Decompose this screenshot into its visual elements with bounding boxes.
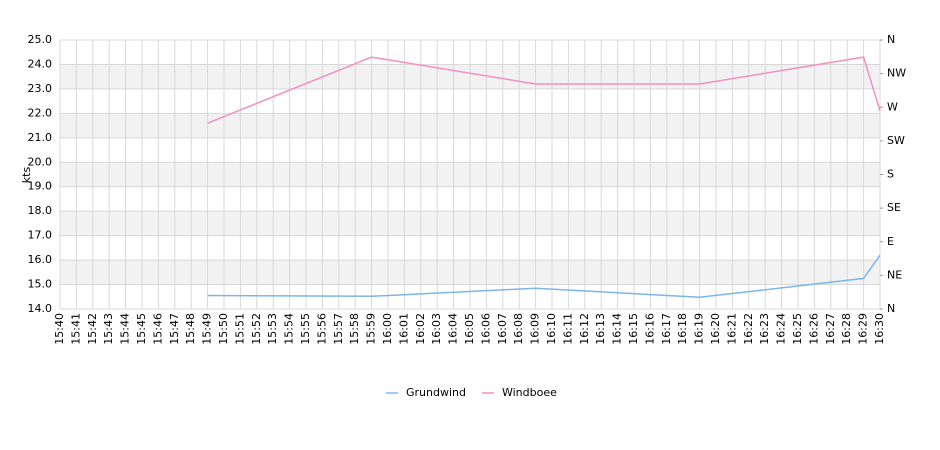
x-tick-label: 16:03 bbox=[430, 313, 443, 345]
x-tick-label: 15:59 bbox=[365, 313, 378, 345]
x-tick-label: 16:30 bbox=[873, 313, 886, 345]
x-tick-label: 16:04 bbox=[447, 313, 460, 345]
x-tick-label: 16:23 bbox=[758, 313, 771, 345]
y-tick-label: 25.0 bbox=[28, 33, 53, 46]
legend-label: Grundwind bbox=[406, 386, 466, 399]
x-tick-label: 15:56 bbox=[315, 313, 328, 345]
y-tick-label: 15.0 bbox=[28, 278, 53, 291]
x-tick-label: 16:24 bbox=[775, 313, 788, 345]
x-tick-label: 15:45 bbox=[135, 313, 148, 345]
x-tick-label: 15:42 bbox=[86, 313, 99, 345]
x-tick-label: 16:06 bbox=[479, 313, 492, 345]
y2-tick-label: SE bbox=[887, 201, 901, 214]
x-tick-label: 16:01 bbox=[397, 313, 410, 345]
x-tick-label: 16:13 bbox=[594, 313, 607, 345]
x-tick-label: 16:20 bbox=[709, 313, 722, 345]
x-tick-label: 15:54 bbox=[283, 313, 296, 345]
y-tick-label: 17.0 bbox=[28, 229, 53, 242]
y-tick-label: 14.0 bbox=[28, 302, 53, 315]
x-tick-label: 16:27 bbox=[824, 313, 837, 345]
y-axis-label: kts bbox=[20, 167, 33, 184]
y2-tick-label: SW bbox=[887, 134, 905, 147]
x-tick-label: 16:08 bbox=[512, 313, 525, 345]
x-tick-label: 15:55 bbox=[299, 313, 312, 345]
y-tick-label: 18.0 bbox=[28, 204, 53, 217]
y-tick-label: 24.0 bbox=[28, 57, 53, 70]
x-tick-label: 15:41 bbox=[69, 313, 82, 345]
y2-tick-label: N bbox=[887, 33, 895, 46]
x-tick-label: 16:09 bbox=[529, 313, 542, 345]
x-tick-label: 16:17 bbox=[660, 313, 673, 345]
y-tick-label: 20.0 bbox=[28, 155, 53, 168]
y2-tick-label: NE bbox=[887, 268, 902, 281]
x-tick-label: 16:11 bbox=[561, 313, 574, 345]
x-tick-label: 16:16 bbox=[643, 313, 656, 345]
x-tick-label: 16:00 bbox=[381, 313, 394, 345]
x-tick-label: 16:22 bbox=[742, 313, 755, 345]
x-tick-label: 15:48 bbox=[184, 313, 197, 345]
y-tick-label: 23.0 bbox=[28, 82, 53, 95]
x-tick-label: 15:46 bbox=[151, 313, 164, 345]
y2-tick-label: S bbox=[887, 168, 894, 181]
y2-tick-label: N bbox=[887, 302, 895, 315]
x-tick-label: 15:53 bbox=[266, 313, 279, 345]
x-tick-label: 16:25 bbox=[791, 313, 804, 345]
y-tick-label: 16.0 bbox=[28, 253, 53, 266]
y-tick-label: 21.0 bbox=[28, 131, 53, 144]
legend: Grundwind Windboee bbox=[386, 386, 557, 399]
x-tick-label: 15:52 bbox=[250, 313, 263, 345]
y2-tick-label: NW bbox=[887, 67, 906, 80]
x-tick-label: 16:21 bbox=[725, 313, 738, 345]
legend-label: Windboee bbox=[502, 386, 557, 399]
x-tick-label: 16:10 bbox=[545, 313, 558, 345]
x-tick-label: 16:15 bbox=[627, 313, 640, 345]
x-tick-label: 16:14 bbox=[611, 313, 624, 345]
data-line bbox=[207, 254, 881, 299]
x-tick-label: 16:12 bbox=[578, 313, 591, 345]
x-tick-label: 16:26 bbox=[807, 313, 820, 345]
x-tick-label: 15:49 bbox=[201, 313, 214, 345]
x-tick-label: 16:18 bbox=[676, 313, 689, 345]
x-tick-label: 16:07 bbox=[496, 313, 509, 345]
x-tick-label: 15:50 bbox=[217, 313, 230, 345]
x-tick-label: 15:44 bbox=[119, 313, 132, 345]
x-tick-label: 15:40 bbox=[53, 313, 66, 345]
x-tick-label: 16:29 bbox=[857, 313, 870, 345]
x-tick-label: 16:05 bbox=[463, 313, 476, 345]
x-tick-label: 15:57 bbox=[332, 313, 345, 345]
x-tick-label: 15:47 bbox=[168, 313, 181, 345]
data-line bbox=[207, 56, 881, 124]
x-tick-label: 16:02 bbox=[414, 313, 427, 345]
y-tick-label: 19.0 bbox=[28, 180, 53, 193]
x-tick-label: 15:51 bbox=[233, 313, 246, 345]
x-tick-label: 16:19 bbox=[693, 313, 706, 345]
x-tick-label: 15:43 bbox=[102, 313, 115, 345]
y-tick-label: 22.0 bbox=[28, 106, 53, 119]
x-tick-label: 15:58 bbox=[348, 313, 361, 345]
y2-tick-label: W bbox=[887, 100, 898, 113]
y2-tick-label: E bbox=[887, 235, 894, 248]
x-tick-label: 16:28 bbox=[840, 313, 853, 345]
